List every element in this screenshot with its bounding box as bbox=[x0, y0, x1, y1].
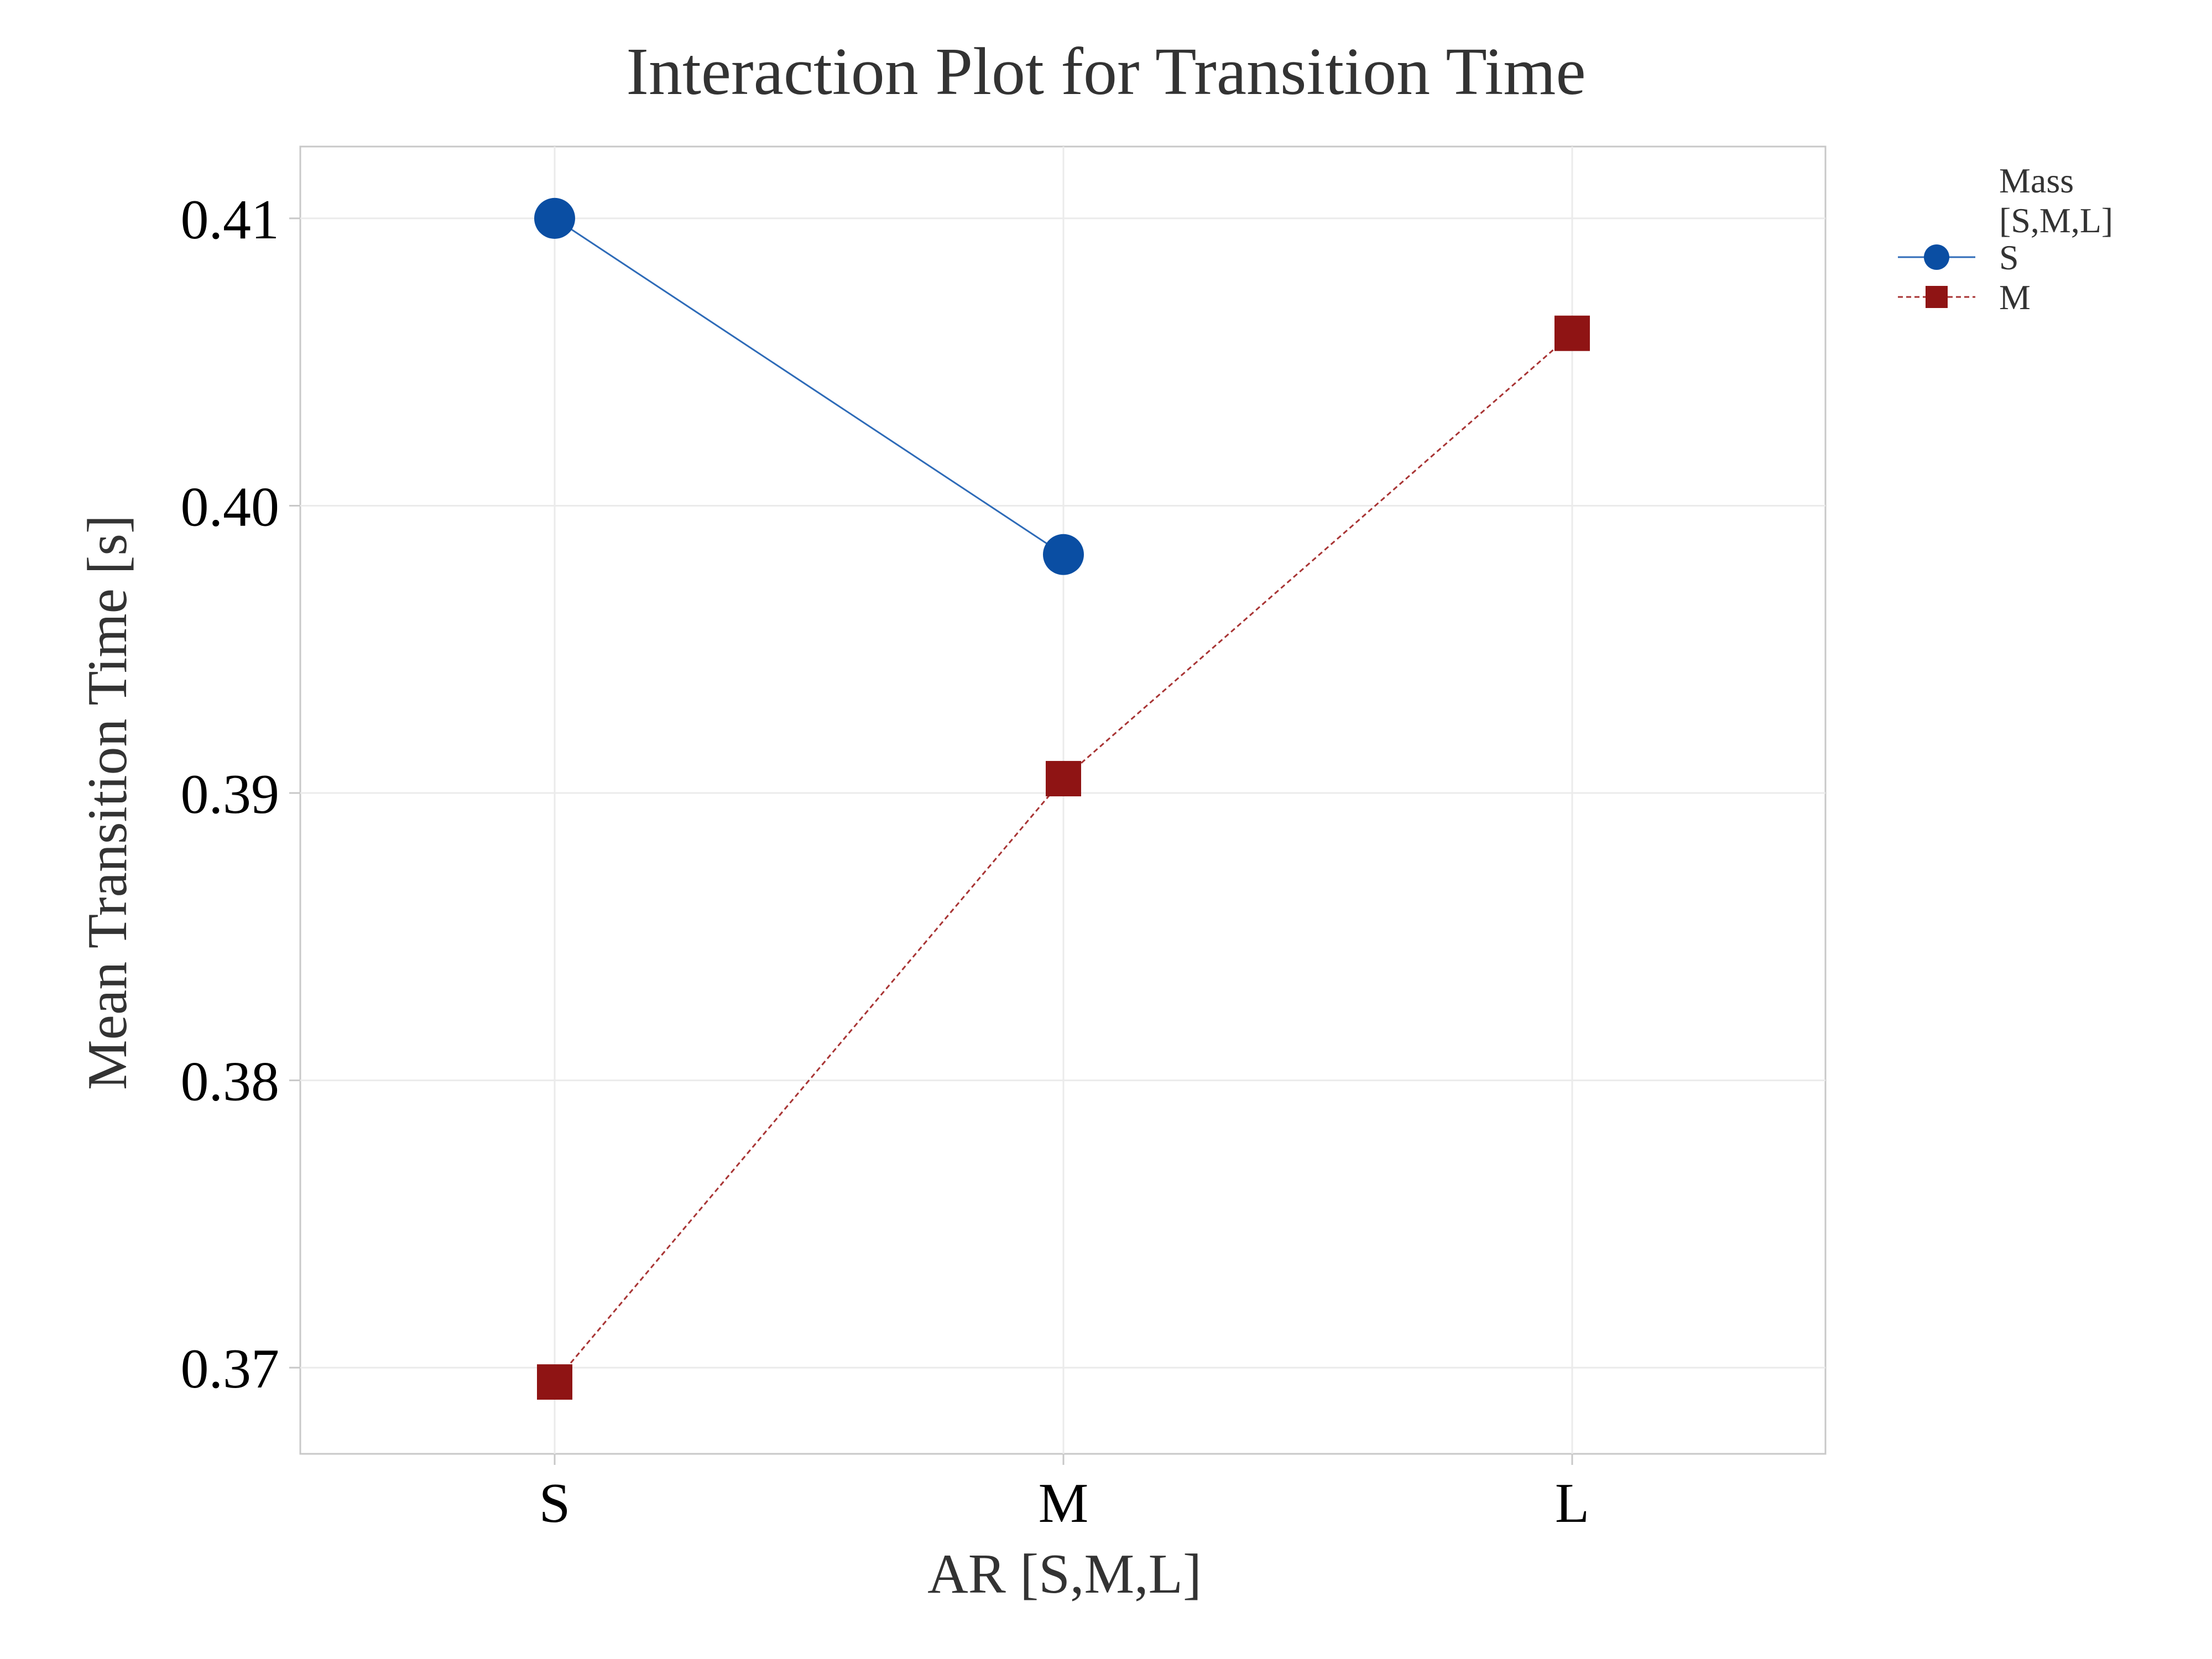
x-tick-label-M: M bbox=[1039, 1472, 1089, 1535]
y-tick-label-0.41: 0.41 bbox=[181, 189, 280, 251]
y-tick-label-0.40: 0.40 bbox=[181, 476, 280, 538]
y-tick-label-0.37: 0.37 bbox=[181, 1338, 280, 1400]
series-M-point-L bbox=[1554, 315, 1590, 351]
y-axis-ticks: 0.37 0.38 0.39 0.40 0.41 bbox=[181, 189, 300, 1400]
series-M-point-S bbox=[537, 1364, 572, 1400]
legend-items: SM bbox=[1898, 238, 2031, 317]
legend-item-S: S bbox=[1898, 238, 2019, 277]
legend-marker-M bbox=[1926, 286, 1948, 308]
series-line-S bbox=[554, 217, 1064, 556]
y-tick-label-0.38: 0.38 bbox=[181, 1051, 280, 1113]
series-markers bbox=[534, 197, 1590, 1400]
x-axis-title: AR [S,M,L] bbox=[927, 1543, 1202, 1605]
x-tick-label-S: S bbox=[539, 1472, 571, 1535]
y-axis-title: Mean Transition Time [s] bbox=[76, 515, 139, 1090]
series-S-point-M bbox=[1043, 534, 1084, 575]
legend-label-M: M bbox=[1999, 278, 2031, 317]
x-gridlines bbox=[554, 147, 1573, 1454]
chart-title: Interaction Plot for Transition Time bbox=[626, 34, 1585, 109]
plot-area bbox=[299, 145, 1827, 1455]
series-M-point-M bbox=[1046, 761, 1081, 797]
legend: Mass [S,M,L] SM bbox=[1898, 161, 2113, 317]
legend-title-line-2: [S,M,L] bbox=[1999, 201, 2113, 240]
x-tick-label-L: L bbox=[1555, 1472, 1589, 1535]
y-tick-label-0.39: 0.39 bbox=[181, 763, 280, 826]
legend-title-line-1: Mass bbox=[1999, 161, 2074, 200]
legend-marker-S bbox=[1924, 244, 1949, 270]
legend-item-M: M bbox=[1898, 278, 2031, 317]
series-S-point-S bbox=[534, 197, 575, 239]
legend-label-S: S bbox=[1999, 238, 2019, 277]
